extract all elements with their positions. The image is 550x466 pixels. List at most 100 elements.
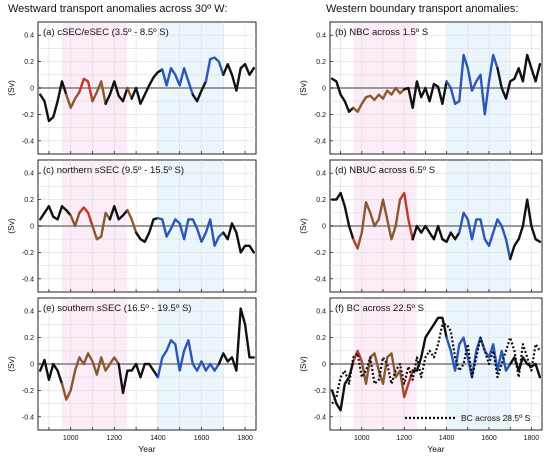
legend-label: BC across 28.5º S <box>461 413 531 423</box>
y-tick-label: -0.4 <box>314 414 326 421</box>
y-tick-label: -0.2 <box>314 388 326 395</box>
series-line-black <box>411 224 461 244</box>
series-line-black <box>39 358 64 385</box>
y-tick-label: 0.4 <box>316 309 326 316</box>
series-line-brown <box>126 86 133 100</box>
x-tick-label: 1000 <box>354 435 370 442</box>
series-line-blue <box>445 53 499 116</box>
x-tick-label: 1400 <box>439 435 455 442</box>
y-tick-label: -0.2 <box>22 112 34 119</box>
y-axis-label: (Sv) <box>6 80 16 96</box>
y-tick-label: 0.4 <box>24 309 34 316</box>
y-tick-label: 0.2 <box>316 197 326 204</box>
y-tick-label: 0.2 <box>24 59 34 66</box>
y-axis-label: (Sv) <box>298 80 308 96</box>
y-tick-label: -0.2 <box>314 112 326 119</box>
panel-e: 0.4 0.2 0 -0.2 -0.4 1000 1200 1400 1600 1800 (Sv) Y… <box>6 297 257 454</box>
panel-title: (c) northern sSEC (9.5º - 15.5º S) <box>43 165 184 176</box>
series-line-dotted <box>331 323 541 405</box>
series-line-black <box>134 216 160 244</box>
panel-b: 0.4 0.2 0 -0.2 -0.4 (Sv) (b) NBC across 1.5º S <box>298 21 543 155</box>
series-line-black <box>330 360 355 412</box>
x-tick-label: 1800 <box>524 435 540 442</box>
x-tick-label: 1600 <box>481 435 497 442</box>
x-tick-label: 1800 <box>237 435 253 442</box>
y-tick-label: 0.4 <box>24 171 34 178</box>
panel-title: (b) NBC across 1.5º S <box>335 27 428 38</box>
y-tick-label: 0 <box>322 362 326 369</box>
y-tick-label: -0.4 <box>22 414 34 421</box>
series-line-red <box>78 77 94 103</box>
y-tick-label: 0.2 <box>316 335 326 342</box>
series-line-blue <box>204 56 225 83</box>
panel-c: 0.4 0.2 0 -0.2 -0.4 (Sv) (c) northern sSEC (9.… <box>6 159 257 293</box>
series-line-blue <box>156 216 225 248</box>
y-tick-label: 0.4 <box>24 33 34 40</box>
y-tick-label: 0 <box>322 86 326 93</box>
y-tick-label: -0.2 <box>22 250 34 257</box>
series-line-black <box>330 77 355 114</box>
series-line-blue <box>156 339 221 379</box>
y-tick-label: -0.2 <box>22 388 34 395</box>
series-line-black <box>108 204 129 221</box>
y-tick-label: 0.4 <box>316 171 326 178</box>
series-line-blue <box>161 66 195 96</box>
series-line-black <box>117 362 160 395</box>
series-line-brown <box>126 208 138 234</box>
y-tick-label: 0 <box>30 362 34 369</box>
series-line-brown <box>65 90 81 110</box>
y-tick-label: 0 <box>322 224 326 231</box>
y-tick-label: 0 <box>30 224 34 231</box>
series-line-black <box>39 204 72 221</box>
y-axis-label: (Sv) <box>298 218 308 234</box>
series-line-red <box>78 206 94 228</box>
y-tick-label: 0.2 <box>24 197 34 204</box>
y-tick-label: 0.2 <box>316 59 326 66</box>
x-tick-label: 1000 <box>63 435 79 442</box>
series-line-brown <box>360 352 406 399</box>
left-column-title: Westward transport anomalies across 30º … <box>8 3 227 15</box>
series-line-blue <box>445 336 512 379</box>
panels-group: 0.4 0.2 0 -0.2 -0.4 (Sv) (a) cSEC/eSEC (3.5º -… <box>6 21 543 454</box>
right-column-title: Western boundary transport anomalies: <box>326 3 518 15</box>
panel-a: 0.4 0.2 0 -0.2 -0.4 (Sv) (a) cSEC/eSEC (3.5º -… <box>6 21 257 155</box>
y-axis-label: (Sv) <box>6 218 16 234</box>
series-line-blue <box>458 211 512 261</box>
y-axis-label: (Sv) <box>298 356 308 372</box>
series-line-brown <box>91 211 112 241</box>
y-tick-label: 0.4 <box>316 33 326 40</box>
y-tick-label: -0.4 <box>22 138 34 145</box>
y-tick-label: 0.2 <box>24 335 34 342</box>
x-axis-label: Year <box>427 444 444 454</box>
panel-f: 0.4 0.2 0 -0.2 -0.4 1000 1200 1400 1600 1800 (Sv) Y… <box>298 297 543 454</box>
x-tick-label: 1600 <box>194 435 210 442</box>
x-tick-label: 1200 <box>396 435 412 442</box>
y-tick-label: -0.4 <box>314 138 326 145</box>
series-line-brown <box>352 93 385 114</box>
y-tick-label: -0.2 <box>314 250 326 257</box>
series-line-black <box>191 80 208 103</box>
panel-title: (e) southern sSEC (16.5º - 19.5º S) <box>43 303 191 314</box>
series-line-black <box>330 191 355 241</box>
series-line-black <box>222 62 256 92</box>
series-line-brown <box>69 211 81 228</box>
y-axis-label: (Sv) <box>6 356 16 372</box>
series-line-black <box>130 68 164 106</box>
x-tick-label: 1200 <box>107 435 123 442</box>
y-tick-label: -0.4 <box>314 276 326 283</box>
series-line-black <box>222 222 256 254</box>
series-line-brown <box>69 352 120 392</box>
series-line-red <box>352 349 363 363</box>
panel-title: (f) BC across 22.5º S <box>335 303 424 314</box>
series-line-red <box>398 191 414 241</box>
panel-title: (a) cSEC/eSEC (3.5º - 8.5º S) <box>43 27 169 38</box>
panel-title: (d) NBUC across 6.5º S <box>335 165 435 176</box>
series-line-black <box>39 80 68 123</box>
panel-d: 0.4 0.2 0 -0.2 -0.4 (Sv) (d) NBUC across 6.5º … <box>298 159 543 293</box>
series-line-brown <box>91 80 107 106</box>
x-axis-label: Year <box>138 444 155 454</box>
series-line-brown <box>373 198 402 241</box>
series-line-black <box>496 53 542 100</box>
series-line-brown <box>60 382 72 401</box>
